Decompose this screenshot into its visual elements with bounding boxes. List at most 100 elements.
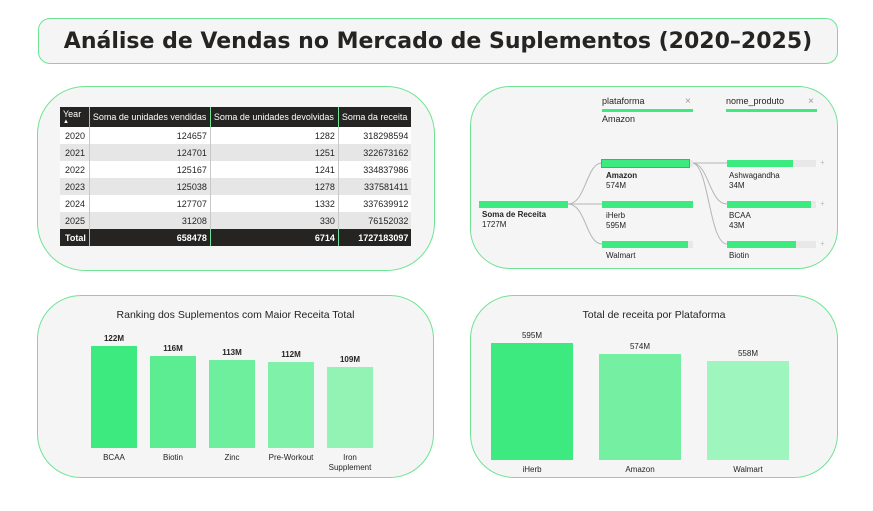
units-returned-cell: 1278 — [210, 178, 339, 195]
decomposition-tree-card: plataforma × Amazon nome_produto × Soma … — [470, 86, 838, 269]
units-returned-cell: 1332 — [210, 195, 339, 212]
bar-biotin[interactable] — [150, 355, 196, 448]
data-label: 595M — [521, 331, 542, 340]
units-returned-cell: 1251 — [210, 144, 339, 161]
bar-pre-workout[interactable] — [268, 362, 314, 448]
ranking-chart-card: Ranking dos Suplementos com Maior Receit… — [37, 295, 434, 478]
revenue-cell: 322673162 — [338, 144, 412, 161]
units-returned-cell: 330 — [210, 212, 339, 229]
data-label: 113M — [222, 348, 242, 358]
total-units-returned: 6714 — [210, 229, 339, 246]
bar-walmart[interactable] — [707, 361, 789, 460]
revenue-cell: 334837986 — [338, 161, 412, 178]
tree-node-walmart-label: Walmart — [606, 251, 636, 260]
platform-chart-card: Total de receita por Plataforma 595M iHer… — [470, 295, 838, 478]
units-sold-cell: 127707 — [89, 195, 211, 212]
table-total-row: Total 658478 6714 1727183097 — [60, 229, 412, 246]
tree-node-bcaa-label: BCAA 43M — [729, 211, 751, 230]
expand-icon[interactable]: + — [820, 239, 825, 248]
category-label: iHerb — [522, 465, 542, 474]
platform-chart-title: Total de receita por Plataforma — [582, 309, 726, 321]
sales-table-card: Year ▲ Soma de unidades vendidas Soma de… — [37, 86, 435, 271]
tree-node-ashwagandha-label: Ashwagandha 34M — [729, 171, 780, 190]
tree-node-biotin-bar[interactable] — [727, 241, 796, 248]
slicer-nome-produto-label: nome_produto — [726, 96, 785, 106]
tree-node-walmart-bar[interactable] — [602, 241, 688, 248]
year-cell: 2021 — [60, 144, 90, 161]
units-sold-cell: 125167 — [89, 161, 211, 178]
year-cell: 2024 — [60, 195, 90, 212]
table-row: 2020 124657 1282 318298594 — [60, 127, 412, 144]
bar-amazon[interactable] — [599, 353, 681, 460]
data-label: 574M — [629, 341, 650, 351]
units-sold-cell: 124701 — [89, 144, 211, 161]
table-row: 2023 125038 1278 337581411 — [60, 178, 412, 195]
units-sold-cell: 125038 — [89, 178, 211, 195]
year-cell: 2025 — [60, 212, 90, 229]
column-header-units-sold[interactable]: Soma de unidades vendidas — [89, 107, 211, 127]
units-sold-cell: 124657 — [89, 127, 211, 144]
slicer-plataforma-underline — [602, 109, 693, 112]
tree-root-bar[interactable] — [479, 201, 568, 208]
units-returned-cell: 1282 — [210, 127, 339, 144]
ranking-chart-plot: 122M BCAA 116M Biotin 113M Zinc 112M Pre-Workou… — [38, 296, 435, 479]
data-label: 109M — [339, 354, 360, 364]
category-label: Iron Supplement — [328, 453, 372, 472]
category-label: Biotin — [162, 453, 183, 462]
bar-bcaa[interactable] — [91, 346, 137, 448]
units-returned-cell: 1241 — [210, 161, 339, 178]
category-label: Pre-Workout — [268, 453, 314, 462]
slicer-nome-produto-underline — [726, 109, 817, 112]
bar-zinc[interactable] — [209, 360, 255, 448]
year-cell: 2023 — [60, 178, 90, 195]
title-banner: Análise de Vendas no Mercado de Suplemen… — [38, 18, 838, 64]
slicer-plataforma-label: plataforma — [602, 96, 645, 106]
category-label: BCAA — [103, 453, 125, 462]
bar-iherb[interactable] — [491, 343, 573, 460]
year-cell: 2022 — [60, 161, 90, 178]
page-title: Análise de Vendas no Mercado de Suplemen… — [63, 28, 813, 54]
tree-node-amazon-label: Amazon 574M — [606, 171, 638, 190]
tree-node-bcaa-bar[interactable] — [727, 201, 811, 208]
data-label: 116M — [163, 343, 183, 353]
close-icon[interactable]: × — [685, 96, 691, 107]
expand-icon[interactable]: + — [820, 158, 825, 167]
bar-iron-supplement[interactable] — [327, 366, 373, 448]
column-header-units-returned[interactable]: Soma de unidades devolvidas — [210, 107, 339, 127]
total-units-sold: 658478 — [89, 229, 211, 246]
data-label: 112M — [281, 350, 301, 360]
tree-node-amazon-bar[interactable] — [601, 159, 690, 168]
total-revenue: 1727183097 — [338, 229, 412, 246]
category-label: Amazon — [625, 465, 655, 474]
data-label: 122M — [103, 334, 124, 343]
tree-root-label: Soma de Receita 1727M — [482, 210, 547, 229]
total-label: Total — [60, 229, 90, 246]
units-sold-cell: 31208 — [89, 212, 211, 229]
category-label: Zinc — [224, 453, 240, 462]
revenue-cell: 337581411 — [338, 178, 412, 195]
revenue-cell: 337639912 — [338, 195, 412, 212]
tree-node-ashwagandha-bar[interactable] — [727, 160, 793, 167]
slicer-plataforma-value: Amazon — [602, 114, 636, 124]
tree-node-iherb-bar[interactable] — [602, 201, 693, 208]
year-cell: 2020 — [60, 127, 90, 144]
column-header-year[interactable]: Year ▲ — [60, 107, 90, 127]
column-header-revenue[interactable]: Soma da receita — [338, 107, 412, 127]
revenue-cell: 76152032 — [338, 212, 412, 229]
ranking-chart-title: Ranking dos Suplementos com Maior Receit… — [116, 309, 355, 321]
platform-chart-plot: 595M iHerb 574M Amazon 558M Walmart — [471, 296, 839, 479]
data-label: 558M — [737, 349, 758, 359]
sales-table: Year ▲ Soma de unidades vendidas Soma de… — [60, 107, 412, 246]
table-row: 2021 124701 1251 322673162 — [60, 144, 412, 161]
tree-node-iherb-label: iHerb 595M — [606, 211, 627, 230]
table-row: 2024 127707 1332 337639912 — [60, 195, 412, 212]
table-row: 2025 31208 330 76152032 — [60, 212, 412, 229]
category-label: Walmart — [733, 465, 763, 474]
expand-icon[interactable]: + — [820, 199, 825, 208]
close-icon[interactable]: × — [808, 96, 814, 107]
tree-connectors — [567, 162, 728, 245]
sort-asc-icon[interactable]: ▲ — [63, 119, 69, 125]
tree-node-biotin-label: Biotin — [729, 251, 750, 260]
table-row: 2022 125167 1241 334837986 — [60, 161, 412, 178]
revenue-cell: 318298594 — [338, 127, 412, 144]
